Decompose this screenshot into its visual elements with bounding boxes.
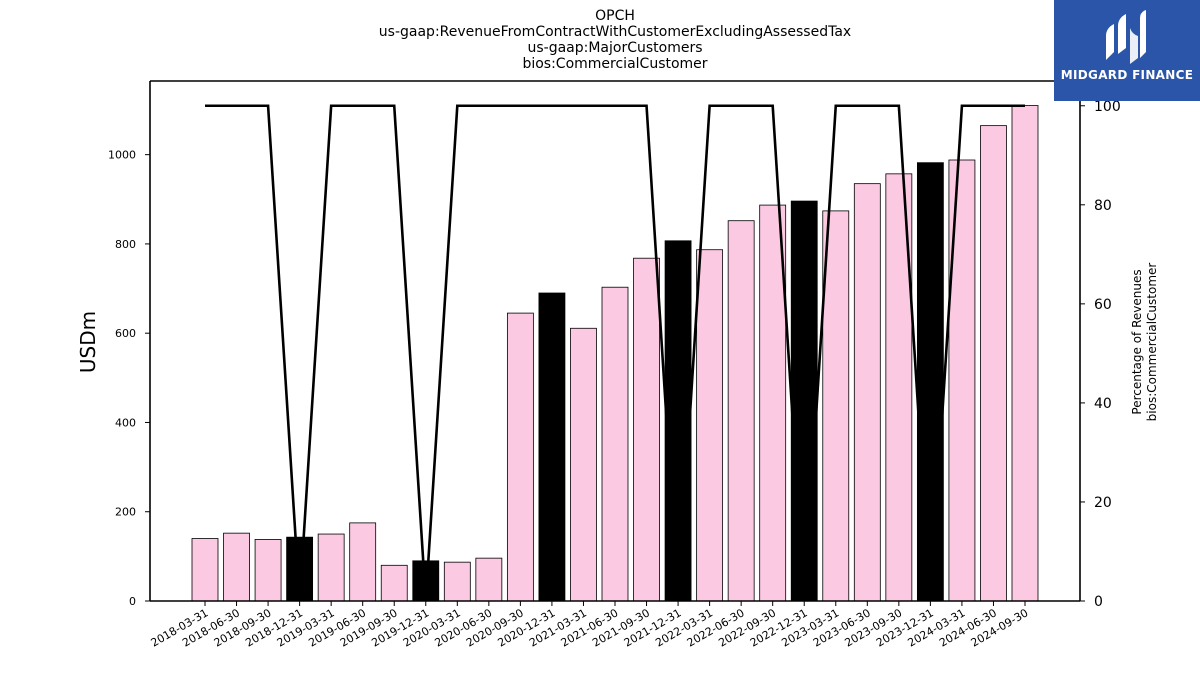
title-line-4: bios:CommercialCustomer [522,56,707,72]
bar-2020-12-31 [538,292,566,602]
y-axis-ticks: 0 200 400 600 800 1000 [108,149,150,608]
title-line-2: us-gaap:RevenueFromContractWithCustomerE… [379,24,851,40]
bar-2020-09-30 [506,312,534,602]
y-axis-label: USDm [76,311,100,373]
bar-2019-03-31 [317,533,345,602]
y2-tick-label-60: 60 [1094,297,1112,313]
bar-2021-09-30 [633,257,660,602]
bar-2019-06-30 [349,522,377,602]
logo-mark-icon [1106,10,1146,64]
bar-2024-03-31 [948,159,976,602]
bar-2020-03-31 [443,561,471,602]
title-line-1: OPCH [595,8,635,24]
bar-2023-12-31 [916,162,944,602]
percentage-line [205,104,1025,602]
bar-2022-09-30 [759,204,787,602]
bar-2022-12-31 [790,200,818,602]
bar-2018-06-30 [223,532,250,602]
y-tick-label-1000: 1000 [108,149,136,162]
bar-2024-06-30 [980,125,1007,602]
y2-tick-label-40: 40 [1094,396,1112,412]
bar-2018-09-30 [254,539,282,602]
y-tick-label-600: 600 [115,327,136,340]
chart-title: OPCHus-gaap:RevenueFromContractWithCusto… [379,8,851,72]
title-line-3: us-gaap:MajorCustomers [527,40,702,56]
y2-tick-label-0: 0 [1094,594,1103,610]
bar-2018-03-31 [191,538,219,602]
bar-2020-06-30 [475,557,503,602]
bar-2022-03-31 [696,249,724,602]
y-tick-label-800: 800 [115,238,136,251]
logo-text: MIDGARD FINANCE [1060,68,1194,82]
y2-tick-label-20: 20 [1094,495,1112,511]
bar-2023-06-30 [853,183,881,602]
y-tick-label-0: 0 [129,595,136,608]
bar-2021-12-31 [664,240,692,602]
bar-2022-06-30 [727,220,755,602]
y2-tick-label-80: 80 [1094,198,1112,214]
midgard-finance-logo: MIDGARD FINANCE [1054,0,1200,101]
bar-2021-03-31 [570,327,597,602]
bar-2019-09-30 [380,564,408,602]
bar-2021-06-30 [601,286,629,602]
y2-axis-label-line1: Percentage of Revenues [1130,269,1144,414]
bar-2023-03-31 [822,210,850,602]
x-axis-ticks: 2018-03-312018-06-302018-09-302018-12-31… [149,601,1031,650]
percentage-line-path [205,104,1025,602]
bars [191,105,1039,602]
bar-2024-09-30 [1011,105,1039,602]
y2-axis-label-line2: bios:CommercialCustomer [1145,263,1159,422]
y2-axis-ticks: 0 20 40 60 80 100 [1080,99,1121,610]
y-tick-label-400: 400 [115,416,136,429]
y2-tick-label-100: 100 [1094,99,1121,115]
y-tick-label-200: 200 [115,506,136,519]
